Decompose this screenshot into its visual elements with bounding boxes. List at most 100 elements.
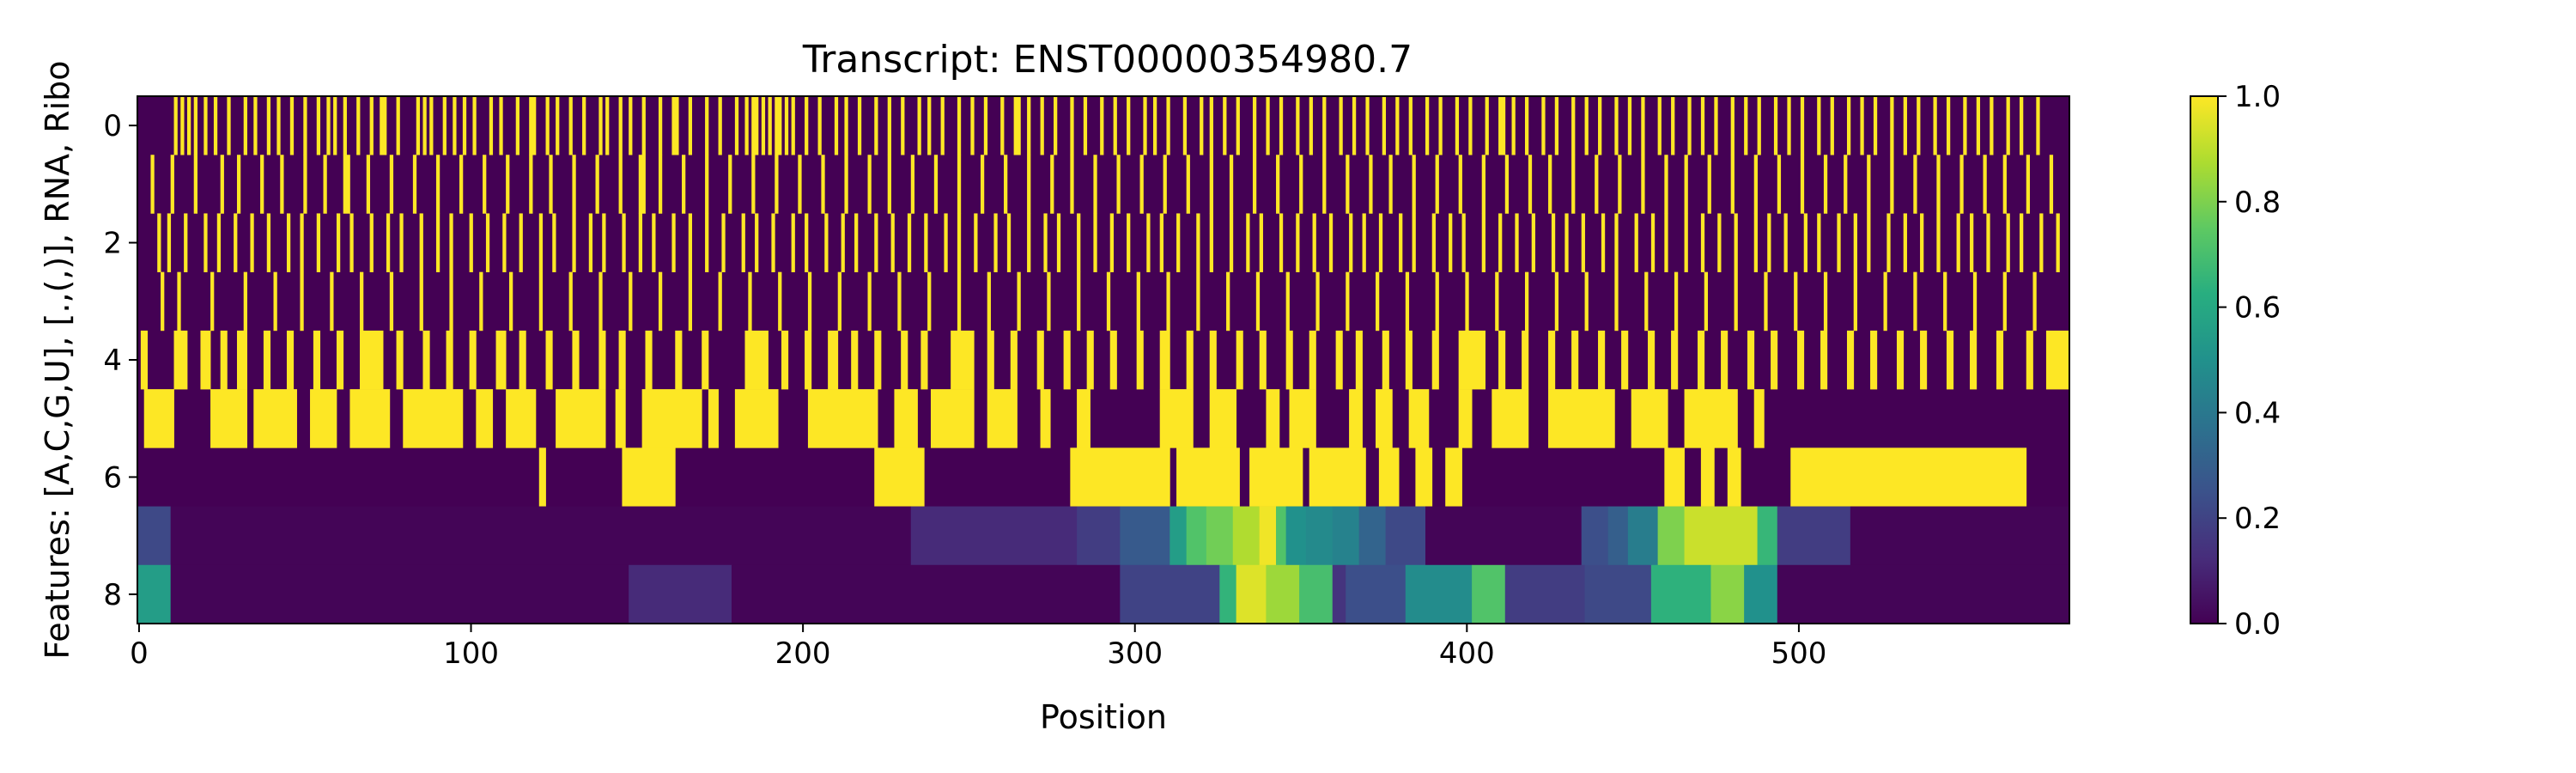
heatmap-cell xyxy=(2032,271,2037,332)
heatmap-cell xyxy=(702,330,709,390)
heatmap-cell xyxy=(615,389,626,448)
heatmap-cell xyxy=(1627,96,1632,155)
colorbar-tick-label: 0.6 xyxy=(2234,291,2281,326)
heatmap-cell xyxy=(1352,96,1357,155)
heatmap-cell xyxy=(2039,213,2044,272)
heatmap-cell xyxy=(266,213,271,272)
heatmap-cell xyxy=(442,96,447,155)
heatmap-cell xyxy=(300,213,304,272)
heatmap-cell xyxy=(671,213,676,272)
heatmap-cell xyxy=(1332,564,1346,624)
heatmap-cell xyxy=(1309,96,1313,155)
heatmap-cell xyxy=(1700,213,1705,272)
heatmap-cell xyxy=(1176,447,1240,507)
heatmap-cell xyxy=(1554,96,1559,155)
heatmap-cell xyxy=(1541,96,1546,155)
heatmap-cell xyxy=(805,96,809,155)
heatmap-cell xyxy=(887,96,891,155)
heatmap-cell xyxy=(841,213,845,272)
heatmap-cell xyxy=(917,96,921,155)
heatmap-cell xyxy=(805,330,812,390)
heatmap-cell xyxy=(1143,96,1147,155)
heatmap-cell xyxy=(1601,213,1606,272)
heatmap-cell xyxy=(741,213,745,272)
heatmap-cell xyxy=(1458,330,1485,390)
heatmap-cell xyxy=(778,271,782,332)
heatmap-cell xyxy=(186,96,191,155)
heatmap-cell xyxy=(1339,96,1343,155)
heatmap-cell xyxy=(1346,564,1406,624)
heatmap-cell xyxy=(598,96,603,155)
heatmap-cell xyxy=(336,213,341,272)
heatmap-cell xyxy=(1027,155,1031,214)
heatmap-cell xyxy=(1054,96,1058,155)
heatmap-cell xyxy=(2002,271,2007,332)
heatmap-cell xyxy=(1445,447,1462,507)
heatmap-cell xyxy=(1209,155,1213,214)
heatmap-cell xyxy=(1127,96,1131,155)
heatmap-cell xyxy=(1607,506,1629,566)
y-tick-label: 0 xyxy=(103,109,122,143)
heatmap-cell xyxy=(857,96,862,155)
heatmap-cell xyxy=(748,271,752,332)
heatmap-cell xyxy=(1355,330,1363,390)
heatmap-cell xyxy=(360,330,384,390)
heatmap-cell xyxy=(867,271,872,332)
heatmap-cell xyxy=(1000,96,1005,155)
heatmap-cell xyxy=(1664,213,1668,272)
heatmap-cell xyxy=(1548,330,1556,390)
heatmap-cell xyxy=(957,271,962,332)
y-tick-label: 4 xyxy=(103,344,122,378)
heatmap-cell xyxy=(349,389,391,448)
heatmap-cell xyxy=(761,96,766,155)
heatmap-cell xyxy=(1100,96,1104,155)
heatmap-cell xyxy=(1753,213,1758,272)
heatmap-cell xyxy=(161,271,165,332)
heatmap-cell xyxy=(502,213,507,272)
heatmap-cell xyxy=(177,271,181,332)
heatmap-cell xyxy=(1299,155,1303,214)
heatmap-cell xyxy=(1598,330,1606,390)
heatmap-cell xyxy=(874,213,878,272)
heatmap-cell xyxy=(416,96,421,155)
heatmap-cell xyxy=(1186,330,1194,390)
heatmap-cell xyxy=(1522,330,1529,390)
heatmap-cell xyxy=(1219,564,1237,624)
heatmap-cell xyxy=(422,96,427,155)
heatmap-cell xyxy=(957,96,962,155)
heatmap-cell xyxy=(1299,564,1334,624)
heatmap-cell xyxy=(479,271,483,332)
heatmap-cell xyxy=(1571,96,1576,155)
heatmap-cell xyxy=(369,213,374,272)
heatmap-cell xyxy=(728,155,732,214)
heatmap-cell xyxy=(506,155,510,214)
heatmap-cell xyxy=(1166,96,1170,155)
heatmap-cell xyxy=(2020,213,2024,272)
heatmap-cell xyxy=(2026,330,2033,390)
heatmap-cell xyxy=(286,330,295,390)
heatmap-cell xyxy=(316,213,321,272)
heatmap-cell xyxy=(1744,564,1778,624)
heatmap-cell xyxy=(1790,447,2027,507)
heatmap-cell xyxy=(545,96,550,155)
heatmap-cell xyxy=(1249,447,1303,507)
heatmap-cell xyxy=(1077,506,1121,566)
colorbar-tick-label: 0.4 xyxy=(2234,396,2281,430)
heatmap-cell xyxy=(260,155,264,214)
heatmap-cell xyxy=(629,564,732,624)
heatmap-cell xyxy=(798,155,802,214)
heatmap-cell xyxy=(1077,271,1081,332)
heatmap-cell xyxy=(1644,271,1649,332)
heatmap-cell xyxy=(1598,96,1602,155)
heatmap-cell xyxy=(1449,213,1453,272)
heatmap-cell xyxy=(851,330,859,390)
heatmap-cell xyxy=(1571,155,1576,214)
heatmap-cell xyxy=(1369,155,1373,214)
heatmap-cell xyxy=(326,96,331,155)
heatmap-cell xyxy=(622,447,676,507)
heatmap-cell xyxy=(1465,271,1469,332)
heatmap-cell xyxy=(1010,330,1018,390)
heatmap-cell xyxy=(1903,96,1907,155)
heatmap-cell xyxy=(682,155,686,214)
heatmap-cell xyxy=(1817,213,1821,272)
